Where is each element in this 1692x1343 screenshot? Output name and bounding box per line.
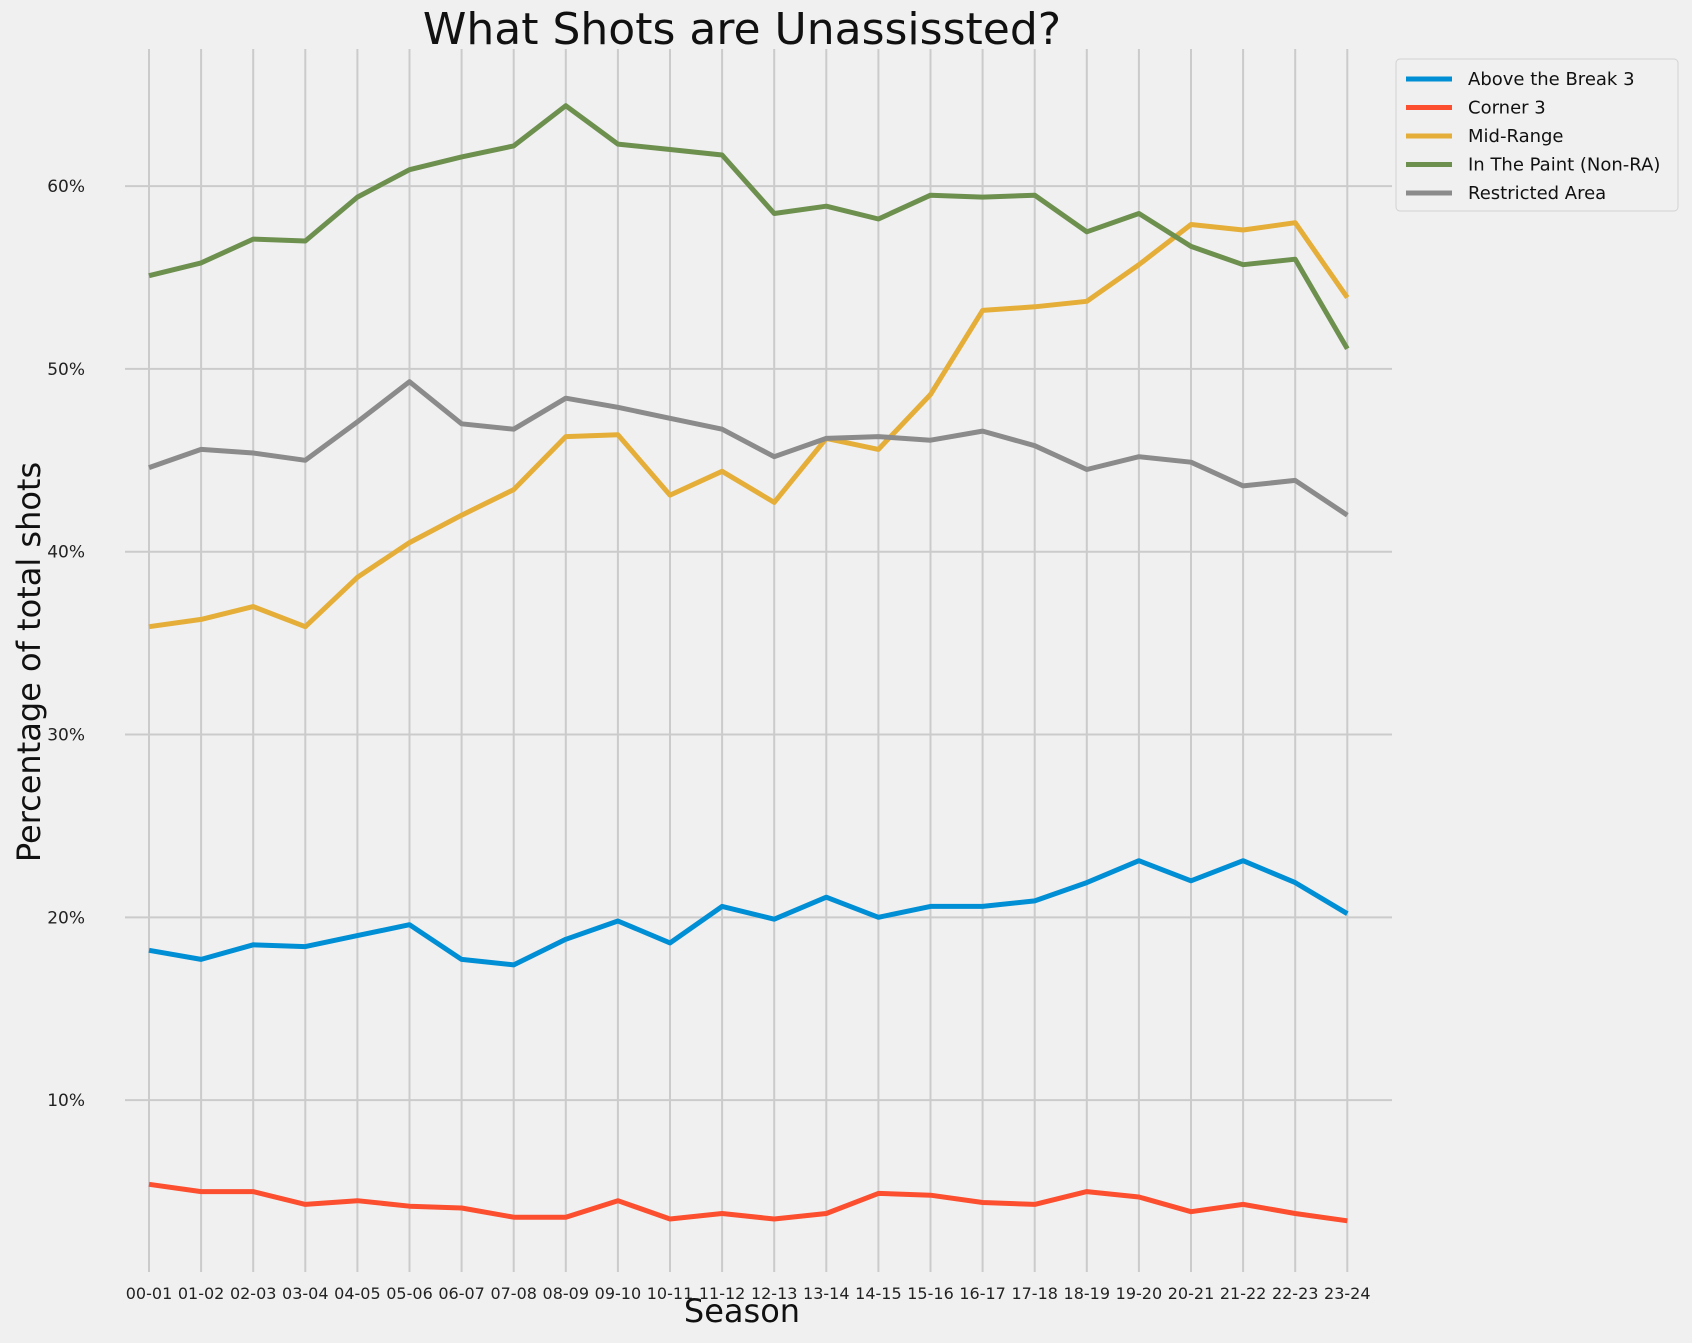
x-tick-label: 04-05 [334,1284,381,1303]
series-line-in-the-paint-non-ra [148,103,1350,351]
x-tick-label: 21-22 [1220,1284,1267,1303]
y-tick-labels: 10% 20% 30% 40% 50% 60% [47,177,85,1111]
y-tick-label: 50% [47,360,85,380]
chart-title: What Shots are Unassissted? [423,4,1061,55]
series-line-above-the-break-3 [148,858,1349,968]
x-tick-label: 07-08 [490,1284,537,1303]
x-tick-labels: 00-01 01-02 02-03 03-04 04-05 05-06 06-07 07-08… [126,1284,1371,1303]
x-tick-label: 09-10 [595,1284,642,1303]
legend-label: Above the Break 3 [1468,69,1635,90]
legend-label: Restricted Area [1468,183,1606,204]
x-tick-label: 11-12 [699,1284,746,1303]
x-tick-label: 19-20 [1116,1284,1163,1303]
x-tick-label: 18-19 [1064,1284,1111,1303]
x-tick-label: 05-06 [386,1284,433,1303]
series-lines [148,103,1350,1224]
x-tick-label: 12-13 [751,1284,798,1303]
y-tick-label: 40% [47,543,85,563]
x-axis-label: Season [684,1292,800,1330]
x-tick-label: 20-21 [1168,1284,1215,1303]
legend-frame [1395,58,1679,212]
x-tick-label: 10-11 [647,1284,694,1303]
y-tick-label: 60% [47,177,85,197]
x-tick-label: 02-03 [230,1284,277,1303]
series-line-mid-range [148,220,1350,630]
x-tick-label: 22-23 [1272,1284,1319,1303]
x-tick-label: 00-01 [126,1284,173,1303]
legend-label: Corner 3 [1468,98,1546,119]
legend-label: Mid-Range [1468,126,1564,147]
y-tick-label: 20% [47,908,85,928]
series-line-corner-3 [148,1181,1348,1224]
x-tick-label: 13-14 [803,1284,850,1303]
y-tick-label: 30% [47,726,85,746]
x-tick-label: 08-09 [543,1284,590,1303]
legend: Above the Break 3 Corner 3 Mid-Range In The… [1395,58,1679,212]
grid [125,49,1392,1272]
y-tick-label: 10% [47,1091,85,1111]
x-tick-label: 15-16 [907,1284,954,1303]
x-tick-label: 23-24 [1324,1284,1371,1303]
x-tick-label: 01-02 [178,1284,225,1303]
series-line-restricted-area [148,379,1349,518]
legend-label: In The Paint (Non-RA) [1468,155,1660,176]
x-tick-label: 17-18 [1011,1284,1058,1303]
x-tick-label: 16-17 [959,1284,1006,1303]
x-tick-label: 03-04 [282,1284,329,1303]
x-tick-label: 06-07 [438,1284,485,1303]
y-axis-label: Percentage of total shots [10,462,48,862]
x-tick-label: 14-15 [855,1284,902,1303]
